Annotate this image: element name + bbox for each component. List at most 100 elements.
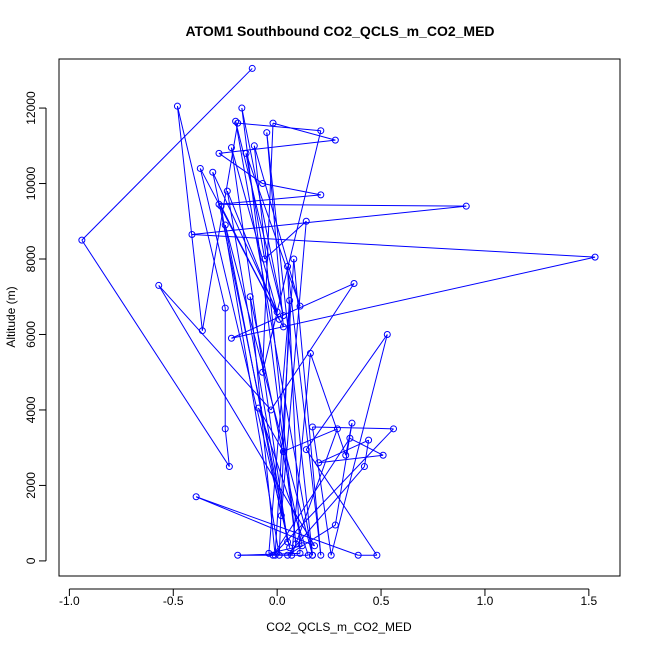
- series-line-segment: [81, 68, 253, 241]
- data-point: [225, 463, 233, 471]
- data-point: [315, 459, 323, 467]
- y-axis-label: Altitude (m): [4, 286, 18, 347]
- data-point: [462, 202, 470, 210]
- data-point: [242, 149, 250, 157]
- data-point: [383, 330, 391, 338]
- data-point: [331, 136, 339, 144]
- data-point: [246, 293, 254, 301]
- x-tick-label: -1.0: [59, 594, 80, 608]
- series-line-segment: [249, 296, 276, 556]
- series-line-segment: [309, 353, 347, 456]
- data-point: [308, 551, 316, 559]
- series-line-segment: [218, 139, 336, 154]
- data-point: [232, 117, 240, 125]
- series-line-segment: [287, 524, 336, 556]
- y-axis: 0 2000 4000 6000 8000 10000 12000: [24, 91, 47, 564]
- series-line-segment: [312, 426, 394, 430]
- y-tick-label: 4000: [24, 396, 38, 423]
- data-point: [267, 406, 275, 414]
- series-line-segment: [199, 168, 284, 328]
- data-point: [261, 255, 269, 263]
- data-point: [196, 164, 204, 172]
- data-point: [254, 404, 262, 412]
- series-line-segment: [176, 106, 226, 309]
- series-line-segment: [287, 266, 322, 556]
- data-point: [78, 236, 86, 244]
- data-point: [296, 302, 304, 310]
- series-line-segment: [334, 423, 353, 526]
- data-point: [302, 446, 310, 454]
- data-point: [275, 315, 283, 323]
- data-point: [390, 425, 398, 433]
- data-point: [273, 308, 281, 316]
- data-point: [379, 451, 387, 459]
- data-point: [317, 551, 325, 559]
- data-point: [217, 202, 225, 210]
- series-line-segment: [272, 122, 336, 141]
- data-point: [311, 542, 319, 550]
- data-point: [277, 512, 285, 520]
- x-tick-label: 1.0: [477, 594, 494, 608]
- data-point: [279, 447, 287, 455]
- data-point: [271, 551, 279, 559]
- data-point: [223, 187, 231, 195]
- data-point: [317, 127, 325, 135]
- data-point: [215, 149, 223, 157]
- series-line-segment: [201, 123, 239, 331]
- series-line-segment: [291, 353, 311, 556]
- data-point: [188, 230, 196, 238]
- series-line-segment: [176, 106, 203, 331]
- series-line-segment: [230, 147, 278, 312]
- data-point: [302, 217, 310, 225]
- data-point: [284, 551, 292, 559]
- series-line-segment: [345, 423, 353, 456]
- series-line-segment: [262, 130, 322, 373]
- y-tick-label: 2000: [24, 472, 38, 499]
- data-point: [290, 255, 298, 263]
- data-point: [286, 544, 294, 552]
- data-point: [227, 144, 235, 152]
- data-point: [354, 551, 362, 559]
- data-point: [269, 119, 277, 127]
- series-line-segment: [237, 552, 301, 556]
- series-line-segment: [230, 147, 289, 543]
- data-point: [296, 549, 304, 557]
- y-tick-label: 10000: [24, 167, 38, 201]
- series-line-segment: [224, 224, 282, 516]
- data-point: [155, 281, 163, 289]
- data-point: [373, 551, 381, 559]
- series-line-segment: [305, 334, 388, 450]
- data-point: [304, 551, 312, 559]
- series-line-segment: [245, 153, 301, 307]
- data-point: [238, 104, 246, 112]
- series-line-segment: [253, 145, 297, 544]
- series-line-segment: [226, 190, 289, 543]
- data-point: [234, 551, 242, 559]
- data-point: [331, 521, 339, 529]
- data-point: [279, 323, 287, 331]
- data-point: [308, 423, 316, 431]
- series-line-segment: [253, 145, 301, 307]
- series-line-segment: [280, 221, 307, 516]
- series-line-segment: [270, 283, 355, 411]
- series-line-segment: [191, 233, 596, 258]
- data-point: [221, 221, 229, 229]
- series-line-segment: [241, 107, 284, 316]
- series-line-segment: [199, 168, 291, 548]
- data-point: [333, 425, 341, 433]
- series-line-segment: [235, 121, 284, 316]
- data-point: [298, 542, 306, 550]
- data-point: [342, 451, 350, 459]
- data-point: [279, 312, 287, 320]
- data-point: [591, 253, 599, 261]
- x-axis-label: CO2_QCLS_m_CO2_MED: [266, 620, 412, 634]
- data-point: [221, 425, 229, 433]
- data-point: [227, 334, 235, 342]
- data-point: [259, 368, 267, 376]
- data-point: [286, 297, 294, 305]
- series-line-segment: [287, 266, 301, 554]
- x-tick-label: 1.5: [580, 594, 597, 608]
- y-tick-label: 12000: [24, 91, 38, 125]
- series-line-segment: [266, 132, 313, 556]
